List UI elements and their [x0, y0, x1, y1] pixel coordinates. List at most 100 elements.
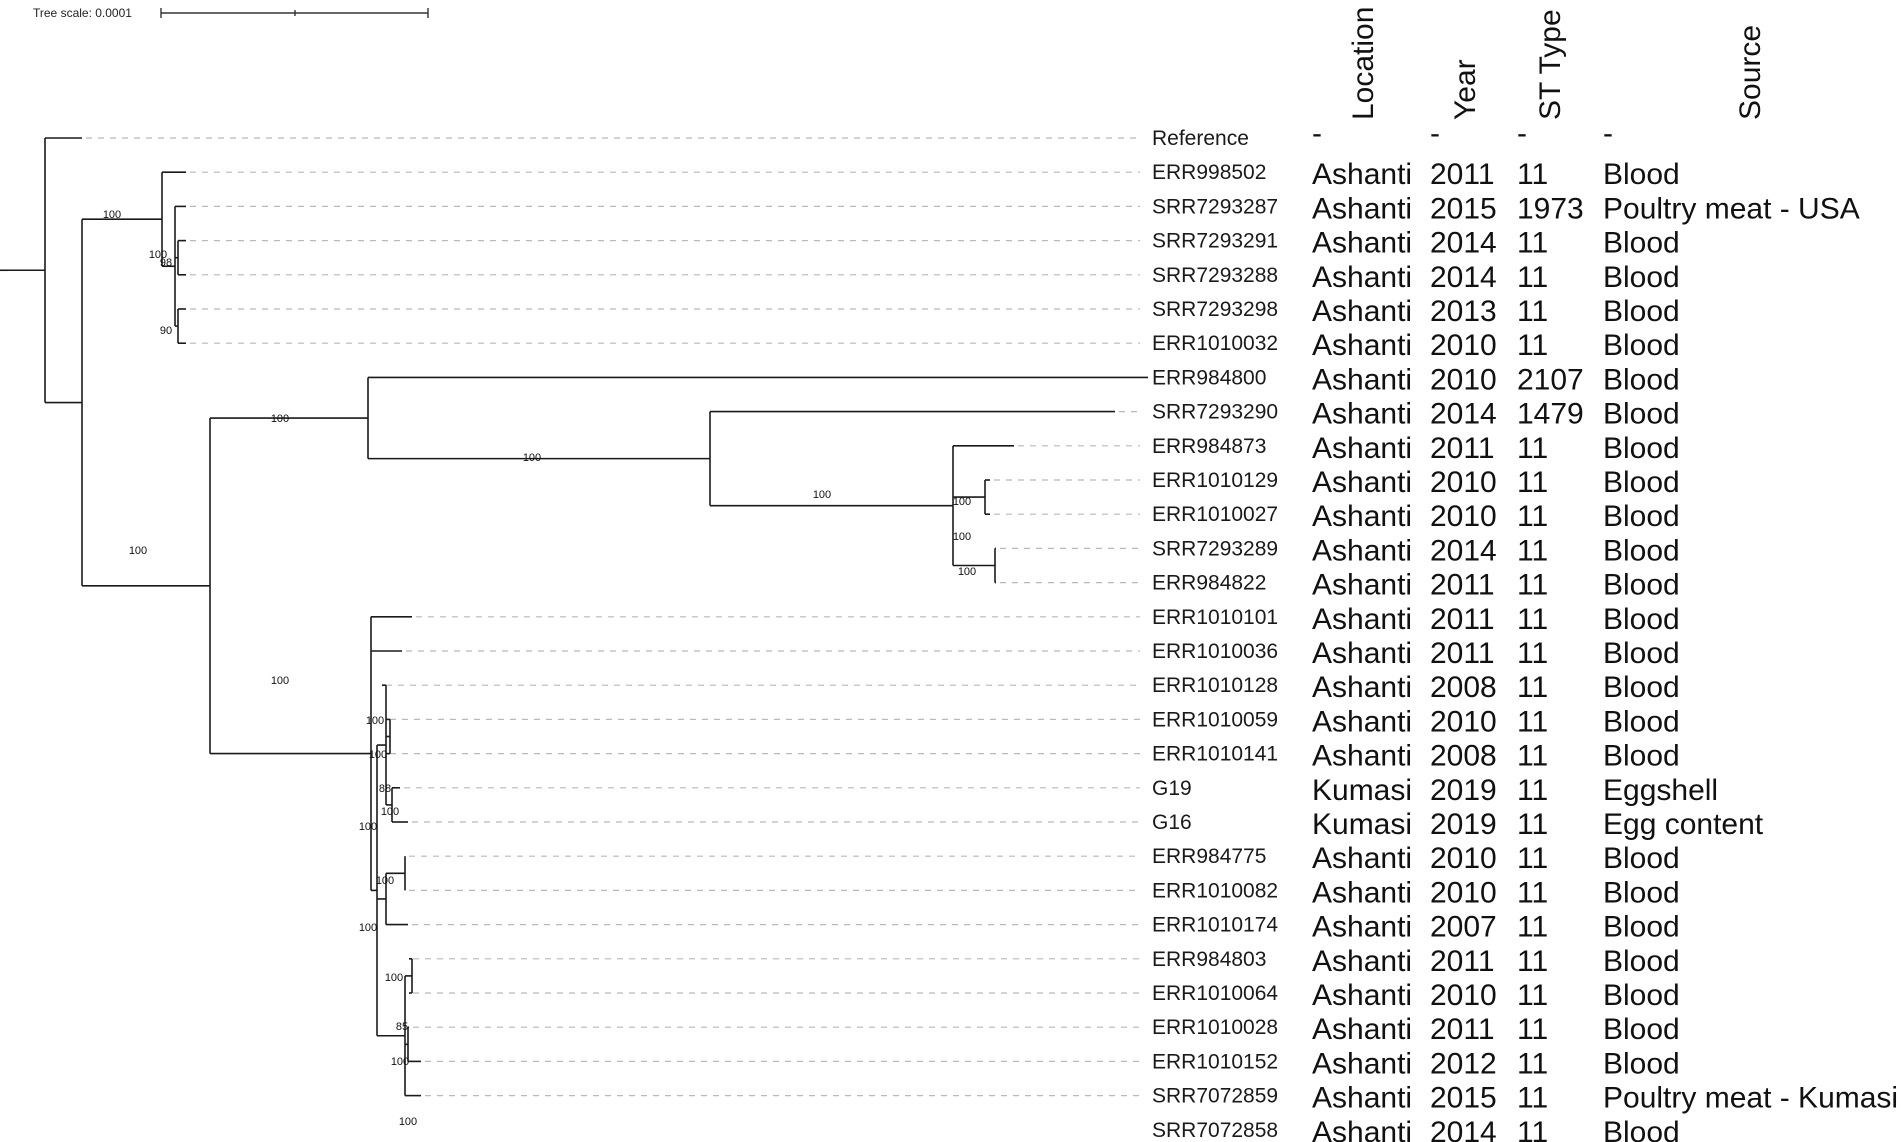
cell-location: Ashanti — [1312, 842, 1412, 875]
bootstrap-value: 100 — [953, 531, 971, 543]
cell-location: Ashanti — [1312, 911, 1412, 944]
cell-location: Ashanti — [1312, 466, 1412, 499]
bootstrap-value: 100 — [958, 566, 976, 578]
bootstrap-value: 100 — [813, 489, 831, 501]
bootstrap-value: 100 — [523, 452, 541, 464]
cell-source: Blood — [1603, 432, 1680, 465]
cell-source: Blood — [1603, 603, 1680, 636]
bootstrap-value: 100 — [391, 1056, 409, 1068]
cell-year: 2014 — [1430, 1116, 1497, 1142]
cell-st: 11 — [1517, 329, 1548, 362]
leaf-label: ERR1010032 — [1152, 332, 1278, 355]
cell-location: Ashanti — [1312, 671, 1412, 704]
leaf-label: ERR1010064 — [1152, 982, 1278, 1005]
bootstrap-value: 100 — [103, 209, 121, 221]
cell-st: 11 — [1517, 1082, 1548, 1115]
cell-st: 11 — [1517, 774, 1548, 807]
cell-st: 2107 — [1517, 363, 1584, 396]
cell-year: 2008 — [1430, 740, 1497, 773]
tree-branches — [0, 137, 1148, 1097]
cell-source: Blood — [1603, 534, 1680, 567]
cell-year: 2010 — [1430, 329, 1497, 362]
cell-location: Ashanti — [1312, 227, 1412, 260]
cell-year: 2010 — [1430, 500, 1497, 533]
cell-year: 2014 — [1430, 261, 1497, 294]
leaf-label: ERR1010028 — [1152, 1016, 1278, 1039]
cell-source: Blood — [1603, 500, 1680, 533]
cell-year: 2011 — [1430, 603, 1495, 636]
cell-st: 11 — [1517, 842, 1548, 875]
cell-year: 2011 — [1430, 945, 1495, 978]
cell-st: 11 — [1517, 1013, 1548, 1046]
cell-year: 2007 — [1430, 911, 1497, 944]
cell-year: 2008 — [1430, 671, 1497, 704]
cell-st: 1479 — [1517, 398, 1584, 431]
leaf-label: Reference — [1152, 127, 1249, 150]
bootstrap-value: 100 — [359, 922, 377, 934]
cell-year: 2010 — [1430, 466, 1497, 499]
leaf-label: ERR1010152 — [1152, 1050, 1278, 1073]
cell-location: Ashanti — [1312, 295, 1412, 328]
cell-source: Blood — [1603, 979, 1680, 1012]
cell-year: - — [1430, 117, 1440, 150]
leaf-label: SRR7293298 — [1152, 298, 1278, 321]
cell-location: Ashanti — [1312, 603, 1412, 636]
cell-location: Ashanti — [1312, 569, 1412, 602]
cell-st: 11 — [1517, 534, 1548, 567]
cell-source: Blood — [1603, 705, 1680, 738]
cell-st: 11 — [1517, 979, 1548, 1012]
column-header: Source — [1734, 25, 1767, 120]
cell-source: Blood — [1603, 1116, 1680, 1142]
bootstrap-value: 98 — [160, 257, 172, 269]
leaf-label: SRR7293289 — [1152, 537, 1278, 560]
cell-source: Blood — [1603, 740, 1680, 773]
cell-location: - — [1312, 117, 1322, 150]
cell-source: Blood — [1603, 1013, 1680, 1046]
column-header: Location — [1347, 7, 1380, 120]
tree-scale-bar: Tree scale: 0.0001 — [33, 6, 429, 20]
leaf-label: SRR7293287 — [1152, 195, 1278, 218]
cell-year: 2014 — [1430, 227, 1497, 260]
leaf-label: SRR7293288 — [1152, 264, 1278, 287]
cell-source: Blood — [1603, 911, 1680, 944]
cell-source: Blood — [1603, 842, 1680, 875]
cell-location: Ashanti — [1312, 1082, 1412, 1115]
bootstrap-value: 100 — [359, 821, 377, 833]
cell-st: 11 — [1517, 158, 1548, 191]
cell-year: 2010 — [1430, 979, 1497, 1012]
bootstrap-value: 100 — [385, 972, 403, 984]
cell-st: 11 — [1517, 466, 1548, 499]
bootstrap-value: 88 — [379, 783, 391, 795]
leaf-label: SRR7072858 — [1152, 1119, 1278, 1142]
metadata-column-headers: Location Year ST Type Source — [1347, 7, 1767, 120]
cell-year: 2013 — [1430, 295, 1497, 328]
column-header: ST Type — [1534, 9, 1567, 120]
cell-year: 2019 — [1430, 808, 1497, 841]
cell-source: Blood — [1603, 945, 1680, 978]
cell-location: Ashanti — [1312, 432, 1412, 465]
leaf-label: ERR1010128 — [1152, 674, 1278, 697]
tree-scale-label: Tree scale: 0.0001 — [33, 6, 132, 20]
cell-year: 2010 — [1430, 363, 1497, 396]
cell-source: Blood — [1603, 227, 1680, 260]
cell-source: Eggshell — [1603, 774, 1718, 807]
leaf-label: ERR1010141 — [1152, 743, 1278, 766]
cell-st: 11 — [1517, 705, 1548, 738]
cell-year: 2011 — [1430, 1013, 1495, 1046]
leaf-label: ERR1010059 — [1152, 708, 1278, 731]
cell-source: Blood — [1603, 158, 1680, 191]
cell-year: 2019 — [1430, 774, 1497, 807]
cell-st: 11 — [1517, 569, 1548, 602]
cell-st: 11 — [1517, 261, 1548, 294]
cell-year: 2011 — [1430, 158, 1495, 191]
cell-st: 11 — [1517, 911, 1548, 944]
leaf-labels: Reference ERR998502 SRR7293287 SRR7293291 SR… — [1152, 127, 1278, 1142]
bootstrap-value: 85 — [396, 1021, 408, 1033]
cell-year: 2011 — [1430, 637, 1495, 670]
cell-location: Ashanti — [1312, 979, 1412, 1012]
bootstrap-value: 100 — [149, 249, 167, 261]
cell-st: - — [1517, 117, 1527, 150]
leaf-label: ERR1010036 — [1152, 640, 1278, 663]
cell-source: - — [1603, 117, 1613, 150]
